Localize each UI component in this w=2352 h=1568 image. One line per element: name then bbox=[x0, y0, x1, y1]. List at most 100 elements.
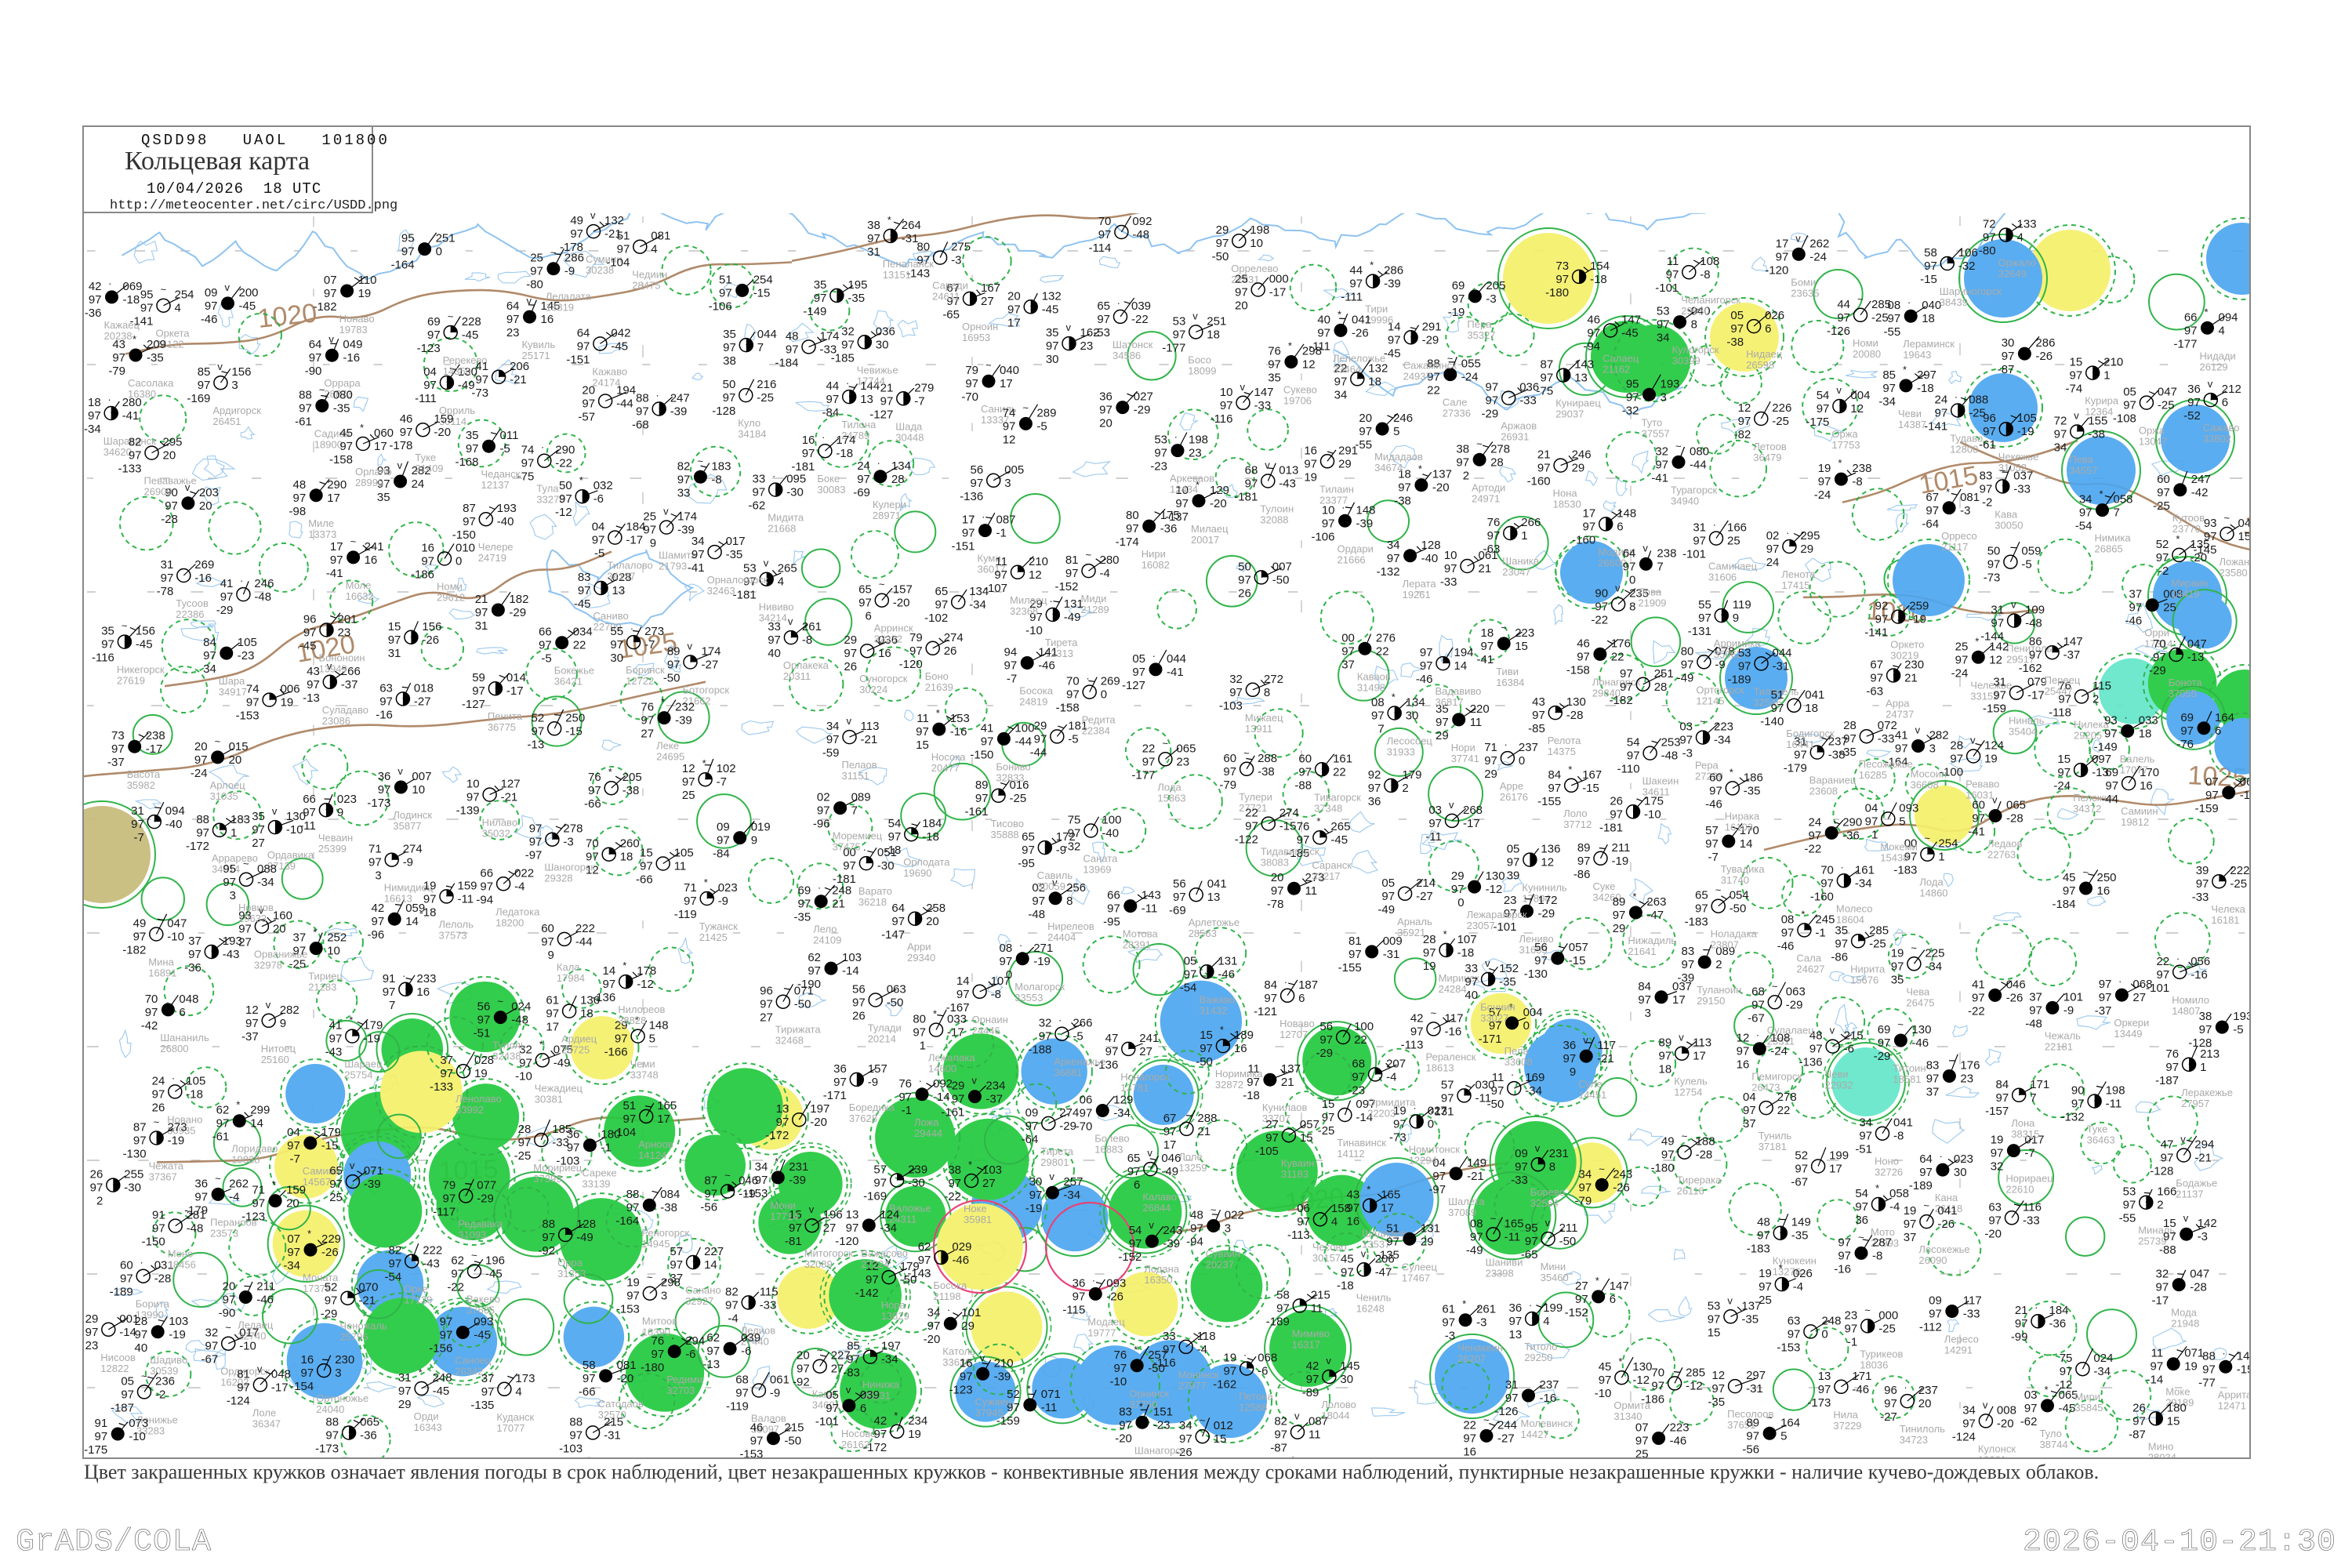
svg-text:-164: -164 bbox=[615, 1214, 639, 1228]
svg-text:36463: 36463 bbox=[2087, 1134, 2115, 1146]
svg-text:-29: -29 bbox=[1482, 408, 1499, 421]
svg-text:88: 88 bbox=[325, 1416, 339, 1429]
svg-text:-39: -39 bbox=[994, 1370, 1011, 1383]
svg-text:-46: -46 bbox=[952, 1254, 969, 1267]
svg-text:047: 047 bbox=[2187, 637, 2207, 651]
svg-text:97: 97 bbox=[1420, 659, 1433, 673]
svg-text:13: 13 bbox=[776, 1102, 789, 1116]
svg-text:-162: -162 bbox=[2019, 662, 2042, 675]
svg-text:56: 56 bbox=[971, 463, 984, 477]
svg-text:97: 97 bbox=[570, 227, 583, 241]
svg-text:54: 54 bbox=[1855, 1187, 1868, 1200]
svg-text:-189: -189 bbox=[110, 1286, 133, 1299]
svg-text:Орке: Орке bbox=[404, 1283, 427, 1295]
svg-text:97: 97 bbox=[237, 1381, 250, 1394]
svg-text:Босо: Босо bbox=[1188, 354, 1211, 365]
svg-text:-25: -25 bbox=[1010, 792, 1027, 805]
svg-text:20214: 20214 bbox=[868, 1033, 896, 1045]
svg-text:09: 09 bbox=[1929, 1294, 1942, 1308]
svg-text:09: 09 bbox=[1515, 1147, 1528, 1160]
svg-text:36: 36 bbox=[567, 1128, 580, 1142]
svg-text:Шараец: Шараец bbox=[344, 1058, 383, 1070]
svg-text:35: 35 bbox=[1835, 924, 1848, 937]
svg-text:279: 279 bbox=[914, 381, 934, 394]
svg-text:97: 97 bbox=[1751, 998, 1765, 1011]
svg-text:97: 97 bbox=[1935, 407, 1948, 420]
svg-text:~: ~ bbox=[1923, 1200, 1929, 1211]
svg-text:97: 97 bbox=[1579, 1181, 1592, 1194]
svg-text:~: ~ bbox=[1200, 1414, 1206, 1426]
svg-text:-50: -50 bbox=[663, 672, 681, 685]
svg-text:v: v bbox=[257, 1363, 263, 1374]
svg-text:Бодигорск: Бодигорск bbox=[1786, 728, 1835, 739]
svg-text:Ложа: Ложа bbox=[914, 1116, 939, 1128]
svg-text:38439: 38439 bbox=[1940, 296, 1968, 308]
svg-text:-115: -115 bbox=[1062, 1303, 1085, 1316]
svg-text:-66: -66 bbox=[579, 1385, 596, 1399]
svg-text:-143: -143 bbox=[907, 1267, 931, 1280]
svg-text:9: 9 bbox=[337, 806, 343, 819]
svg-text:12722: 12722 bbox=[626, 675, 654, 687]
svg-text:90: 90 bbox=[2071, 1084, 2085, 1098]
svg-text:37475: 37475 bbox=[833, 841, 861, 853]
svg-text:50: 50 bbox=[1238, 560, 1251, 573]
svg-text:-116: -116 bbox=[1153, 1356, 1176, 1370]
svg-text:Леракежье: Леракежье bbox=[2181, 1087, 2233, 1098]
svg-text:-8: -8 bbox=[1872, 1249, 1882, 1262]
svg-text:8: 8 bbox=[1549, 1160, 1555, 1174]
svg-text:-114: -114 bbox=[1088, 241, 1111, 255]
svg-text:Шатонск: Шатонск bbox=[1112, 339, 1153, 350]
svg-text:.: . bbox=[656, 387, 659, 399]
svg-text:147: 147 bbox=[1254, 386, 1274, 399]
svg-text:97: 97 bbox=[129, 449, 142, 463]
svg-text:08: 08 bbox=[1371, 696, 1385, 710]
svg-text:148: 148 bbox=[1356, 503, 1376, 517]
svg-text:97: 97 bbox=[198, 379, 211, 392]
svg-text:v: v bbox=[764, 557, 769, 569]
svg-text:v: v bbox=[397, 765, 403, 777]
svg-text:-21: -21 bbox=[358, 1294, 376, 1308]
svg-text:172: 172 bbox=[1538, 894, 1558, 907]
svg-text:52: 52 bbox=[2156, 538, 2169, 551]
svg-text:Кулогорск: Кулогорск bbox=[1672, 344, 1719, 356]
svg-text:129: 129 bbox=[1210, 484, 1229, 497]
svg-text:Тилаин: Тилаин bbox=[1319, 483, 1354, 495]
svg-text:Каваов: Каваов bbox=[1357, 670, 1391, 682]
svg-text:040: 040 bbox=[1922, 299, 1941, 312]
svg-text:Нила: Нила bbox=[1833, 1409, 1858, 1421]
svg-text:14860: 14860 bbox=[1919, 887, 1947, 899]
svg-text:97: 97 bbox=[1666, 268, 1679, 281]
svg-text:97: 97 bbox=[1371, 710, 1385, 723]
svg-text:047: 047 bbox=[167, 917, 187, 931]
svg-text:97: 97 bbox=[1132, 666, 1145, 679]
svg-text:0: 0 bbox=[1101, 688, 1107, 702]
svg-text:-15: -15 bbox=[1279, 820, 1297, 833]
svg-text:35032: 35032 bbox=[482, 828, 510, 840]
svg-text:-10: -10 bbox=[1025, 624, 1043, 637]
svg-text:007: 007 bbox=[412, 770, 431, 783]
svg-text:131: 131 bbox=[1064, 597, 1083, 611]
svg-text:36775: 36775 bbox=[488, 721, 516, 733]
svg-text:197: 197 bbox=[810, 1102, 829, 1116]
svg-text:156: 156 bbox=[422, 620, 441, 633]
svg-text:97: 97 bbox=[299, 402, 312, 416]
svg-text:101: 101 bbox=[961, 1306, 981, 1319]
svg-text:*: * bbox=[1288, 340, 1292, 352]
svg-text:-73: -73 bbox=[1389, 1131, 1406, 1144]
svg-text:97: 97 bbox=[161, 572, 174, 585]
svg-text:261: 261 bbox=[802, 620, 822, 633]
svg-text:-51: -51 bbox=[1855, 1143, 1872, 1156]
svg-text:53: 53 bbox=[2123, 1185, 2136, 1199]
svg-text:97: 97 bbox=[2079, 506, 2092, 520]
svg-text:12364: 12364 bbox=[2085, 406, 2113, 418]
svg-text:Никегорск: Никегорск bbox=[117, 664, 165, 676]
svg-text:33608: 33608 bbox=[1504, 1056, 1533, 1068]
svg-text:32726: 32726 bbox=[1875, 1167, 1903, 1178]
svg-text:124: 124 bbox=[1984, 739, 2004, 753]
svg-text:-178: -178 bbox=[389, 439, 412, 452]
svg-text:33027: 33027 bbox=[1480, 1012, 1508, 1024]
svg-text:-127: -127 bbox=[1122, 679, 1145, 692]
svg-text:22: 22 bbox=[1354, 1033, 1367, 1047]
svg-text:018: 018 bbox=[414, 681, 434, 695]
svg-text:-24: -24 bbox=[1809, 250, 1827, 263]
